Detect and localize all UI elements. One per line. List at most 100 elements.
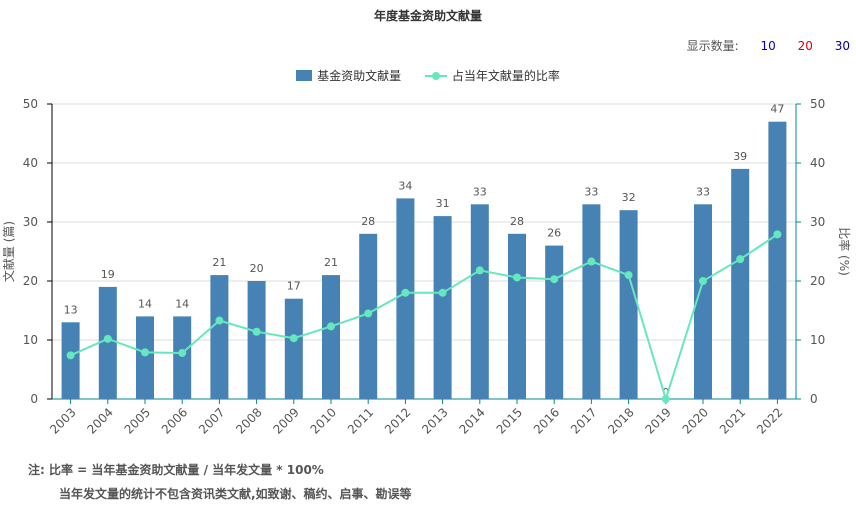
ratio-point xyxy=(364,309,373,318)
x-tick-label: 2007 xyxy=(196,405,227,436)
y2-axis-title: 比率 (%) xyxy=(837,227,852,276)
bar xyxy=(545,245,564,399)
y2-tick-label: 20 xyxy=(810,274,825,288)
bar xyxy=(768,121,787,399)
ratio-point xyxy=(550,275,559,284)
bar xyxy=(433,216,452,399)
bar-value-label: 19 xyxy=(101,268,115,281)
legend-item-line[interactable]: 占当年文献量的比率 xyxy=(424,67,560,84)
ratio-point xyxy=(141,348,149,357)
x-tick-label: 2017 xyxy=(568,405,599,436)
x-tick-label: 2018 xyxy=(605,405,636,436)
y-tick-label: 20 xyxy=(23,274,38,288)
y-tick-label: 50 xyxy=(23,97,38,111)
bar-value-label: 28 xyxy=(510,215,524,228)
y-tick-label: 10 xyxy=(23,333,38,347)
ratio-point xyxy=(773,230,782,239)
note-line-2: 当年发文量的统计不包含资讯类文献,如致谢、稿约、启事、勘误等 xyxy=(59,487,412,501)
ratio-point xyxy=(215,316,224,325)
display-count-option-10[interactable]: 10 xyxy=(760,39,776,53)
ratio-point xyxy=(66,351,75,360)
bar xyxy=(136,316,154,399)
x-tick-label: 2014 xyxy=(456,405,487,436)
x-tick-label: 2022 xyxy=(754,405,785,436)
display-count-option-30[interactable]: 30 xyxy=(834,39,850,53)
ratio-point xyxy=(736,255,745,264)
display-count-label: 显示数量: xyxy=(686,39,739,53)
y2-tick-label: 50 xyxy=(810,97,825,111)
bar-value-label: 14 xyxy=(175,297,189,310)
bar-value-label: 33 xyxy=(473,185,487,198)
legend-bar-swatch xyxy=(296,70,313,81)
legend: 基金资助文献量 占当年文献量的比率 xyxy=(0,67,856,84)
ratio-point xyxy=(327,322,335,331)
y-tick-label: 30 xyxy=(23,215,38,229)
x-tick-label: 2019 xyxy=(642,405,673,436)
x-tick-label: 2005 xyxy=(122,405,153,436)
x-tick-label: 2003 xyxy=(47,405,78,436)
x-tick-label: 2009 xyxy=(270,405,301,436)
bar xyxy=(508,233,526,399)
ratio-line xyxy=(70,233,778,403)
ratio-point xyxy=(587,257,596,266)
ratio-point xyxy=(661,395,670,403)
x-tick-label: 2021 xyxy=(717,405,748,436)
ratio-point xyxy=(513,273,521,282)
bar-value-label: 13 xyxy=(64,303,78,316)
y-axis-title: 文献量 (篇) xyxy=(1,221,16,282)
legend-line-label: 占当年文献量的比率 xyxy=(451,69,560,83)
bar xyxy=(210,275,229,399)
x-tick-label: 2016 xyxy=(531,405,562,436)
legend-item-bar[interactable]: 基金资助文献量 xyxy=(296,67,401,84)
x-tick-label: 2011 xyxy=(345,405,376,436)
bar-value-label: 20 xyxy=(250,262,264,275)
x-tick-label: 2006 xyxy=(159,405,190,436)
y2-tick-label: 40 xyxy=(810,156,825,170)
bar xyxy=(582,204,601,399)
bar xyxy=(694,204,712,399)
x-tick-label: 2020 xyxy=(680,405,711,436)
x-tick-label: 2013 xyxy=(419,405,450,436)
x-tick-label: 2012 xyxy=(382,405,413,436)
display-count-selector: 显示数量: 10 20 30 xyxy=(683,37,850,54)
bar-value-label: 33 xyxy=(696,185,710,198)
bar xyxy=(731,168,750,399)
x-tick-label: 2010 xyxy=(308,405,339,436)
ratio-point xyxy=(475,266,484,275)
notes: 注: 比率 = 当年基金资助文献量 / 当年发文量 * 100% 当年发文量的统… xyxy=(28,458,412,506)
bar xyxy=(61,322,80,399)
bar-value-label: 31 xyxy=(436,197,450,210)
legend-bar-label: 基金资助文献量 xyxy=(317,69,402,83)
bar-value-label: 21 xyxy=(212,256,226,269)
bar xyxy=(247,281,266,399)
bar-value-label: 26 xyxy=(547,227,561,240)
bar xyxy=(396,198,415,399)
ratio-point xyxy=(289,334,298,343)
x-tick-label: 2015 xyxy=(494,405,525,436)
bar-value-label: 17 xyxy=(287,280,301,293)
bar xyxy=(470,204,489,399)
y2-tick-label: 10 xyxy=(810,333,825,347)
bar xyxy=(173,316,192,399)
ratio-point xyxy=(438,288,447,297)
bar xyxy=(322,275,340,399)
ratio-point xyxy=(699,277,707,285)
display-count-option-20[interactable]: 20 xyxy=(797,39,813,53)
bar xyxy=(98,286,117,399)
bar-value-label: 32 xyxy=(622,191,636,204)
bar-value-label: 21 xyxy=(324,256,338,269)
bar-value-label: 28 xyxy=(361,215,375,228)
note-line-1: 注: 比率 = 当年基金资助文献量 / 当年发文量 * 100% xyxy=(28,463,324,477)
bar-value-label: 33 xyxy=(584,185,598,198)
y-tick-label: 0 xyxy=(30,392,38,406)
x-tick-label: 2004 xyxy=(84,405,115,436)
y2-tick-label: 30 xyxy=(810,215,825,229)
bar-value-label: 34 xyxy=(398,179,412,192)
ratio-point xyxy=(401,288,410,297)
y-tick-label: 40 xyxy=(23,156,38,170)
ratio-point xyxy=(252,327,261,336)
bar-value-label: 47 xyxy=(770,103,784,116)
bar-value-label: 14 xyxy=(138,297,152,310)
ratio-point xyxy=(103,334,112,343)
